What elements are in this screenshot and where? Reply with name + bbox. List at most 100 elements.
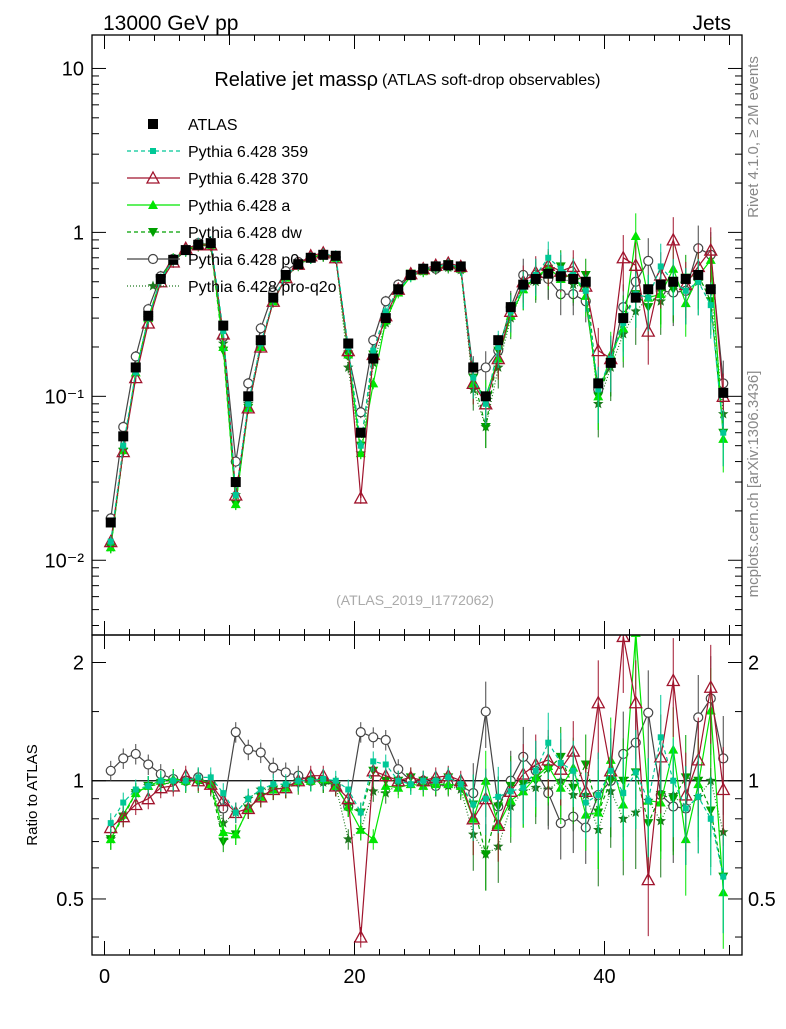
data-point: [720, 429, 727, 436]
data-point: [430, 261, 441, 272]
data-point: [432, 777, 439, 784]
legend-item-pythia-6-428-359: Pythia 6.428 359: [127, 144, 308, 161]
data-point: [378, 768, 393, 782]
data-point: [143, 310, 154, 321]
data-point: [368, 834, 379, 844]
data-point: [591, 343, 606, 357]
data-point: [116, 444, 131, 458]
data-point: [130, 362, 141, 373]
data-point: [543, 268, 554, 279]
data-point: [480, 850, 491, 860]
data-point: [632, 769, 639, 776]
data-point: [341, 343, 356, 357]
data-point: [220, 790, 227, 797]
data-point: [353, 490, 368, 504]
data-point: [255, 747, 266, 758]
data-point: [282, 781, 289, 788]
data-point: [205, 238, 216, 249]
data-point: [505, 302, 516, 313]
data-point: [695, 278, 702, 285]
data-point: [445, 774, 452, 781]
data-point: [666, 232, 681, 246]
data-point: [105, 834, 116, 844]
data-point: [245, 795, 252, 802]
data-point: [595, 386, 602, 393]
data-point: [345, 786, 352, 793]
data-point: [470, 374, 477, 381]
data-point: [230, 726, 241, 738]
data-point: [118, 431, 129, 442]
data-point: [641, 323, 656, 337]
data-point: [630, 231, 641, 241]
data-point: [532, 767, 539, 774]
data-point: [230, 829, 241, 839]
data-point: [293, 259, 304, 270]
y-tick-label: 10⁻²: [45, 550, 85, 572]
y-tick-label: 10⁻¹: [45, 386, 85, 408]
data-point: [495, 343, 502, 350]
data-point: [157, 777, 164, 784]
data-point: [703, 242, 718, 256]
data-point: [230, 499, 241, 509]
data-point: [666, 673, 681, 687]
data-point: [616, 635, 631, 643]
data-point: [207, 774, 214, 781]
data-point: [145, 782, 152, 789]
y-tick-label: 10: [62, 58, 84, 80]
legend-item-pythia-6-428-a: Pythia 6.428 a: [127, 198, 290, 215]
data-point: [616, 250, 631, 264]
data-point: [530, 273, 541, 284]
main-plot-ticks: 10 1 10⁻¹ 10⁻²: [45, 35, 742, 635]
category-label: Jets: [692, 12, 731, 35]
data-point: [320, 776, 327, 783]
ratio-series-pythia-6-428-p0: [105, 656, 729, 865]
data-point: [268, 762, 279, 773]
data-point: [695, 793, 702, 800]
data-point: [657, 263, 664, 270]
data-point: [645, 797, 652, 804]
ratio-plot-ticks: 2 2 1 1 0.5 0.5 0 20 40: [56, 635, 776, 988]
data-point: [107, 538, 114, 545]
data-point: [118, 753, 129, 764]
data-point: [555, 271, 566, 282]
data-point: [343, 833, 354, 844]
data-point: [507, 788, 514, 795]
data-point: [307, 777, 314, 784]
data-point: [380, 734, 391, 746]
data-point: [193, 239, 204, 250]
legend-marker: [145, 170, 161, 184]
data-point: [618, 313, 629, 324]
data-point: [253, 789, 268, 803]
data-point: [220, 328, 227, 335]
data-point: [318, 249, 329, 260]
data-point: [716, 782, 731, 796]
x-tick-label: 40: [593, 966, 615, 988]
x-tick-label: 20: [343, 966, 365, 988]
series-line: [110, 636, 724, 938]
series-atlas: [105, 238, 729, 528]
main-plot-subtitle: (ATLAS soft-drop observables): [382, 72, 600, 89]
legend-label: Pythia 6.428 359: [188, 144, 308, 161]
data-point: [707, 302, 714, 309]
main-plot-title: Relative jet massρ: [214, 69, 378, 91]
data-point: [643, 707, 654, 718]
data-point: [355, 726, 366, 738]
data-point: [355, 407, 366, 418]
data-point: [216, 793, 231, 807]
data-point: [116, 809, 131, 823]
data-point: [682, 805, 689, 812]
data-point: [380, 313, 391, 324]
legend-marker: [148, 119, 158, 129]
data-point: [620, 790, 627, 797]
data-point: [232, 809, 239, 816]
data-point: [607, 767, 614, 774]
data-point: [643, 255, 654, 267]
data-point: [605, 357, 616, 368]
data-point: [593, 378, 604, 389]
data-point: [443, 260, 454, 271]
legend: ATLAS Pythia 6.428 359 Pythia 6.428 370 Pyt…: [127, 117, 337, 296]
data-point: [480, 362, 491, 373]
x-tick-label: 0: [99, 966, 110, 988]
data-point: [355, 427, 366, 438]
data-point: [628, 695, 643, 709]
